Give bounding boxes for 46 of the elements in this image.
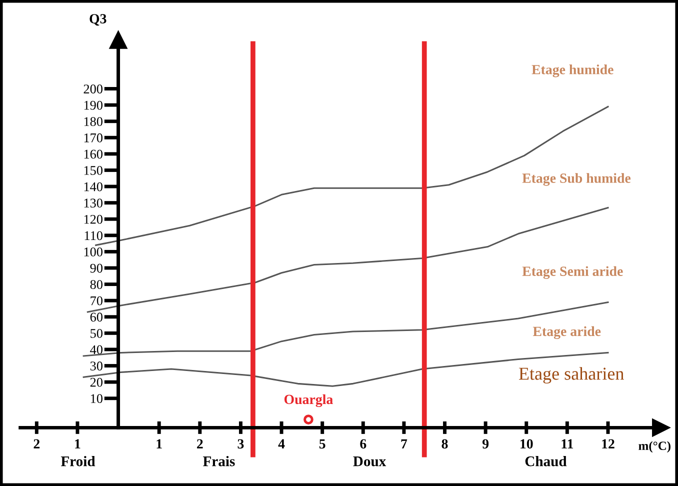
y-tick-label: 30: [90, 362, 102, 370]
y-tick-label: 150: [84, 166, 102, 175]
y-tick-label: 110: [84, 231, 102, 240]
y-tick-label: 160: [84, 150, 102, 159]
x-tick-label: 12: [602, 439, 614, 448]
x-tick-label: 3: [238, 439, 244, 449]
y-tick-label: 20: [90, 378, 102, 387]
text: Frais: [203, 456, 235, 466]
y-tick-label: 60: [90, 312, 102, 322]
y-tick-label: 180: [84, 117, 102, 126]
text: Doux: [353, 456, 386, 466]
annotation: Etage aride: [532, 326, 601, 340]
y-tick-label: 80: [90, 280, 102, 289]
x-tick-label: 8: [442, 439, 448, 449]
y-tick-label: 70: [90, 296, 102, 306]
x-tick-label: 5: [319, 439, 326, 449]
x-tick-label: 11: [562, 439, 574, 448]
x-tick-label: 9: [482, 439, 489, 449]
x-axis-title: m(°C): [638, 441, 670, 453]
y-tick-label: 190: [84, 100, 102, 110]
y-tick-label: 90: [90, 264, 102, 273]
x-tick-label: 1: [156, 439, 162, 448]
series-label: Ouargla: [284, 394, 333, 408]
x-tick-label: 2: [197, 439, 203, 448]
y-tick-label: 140: [84, 182, 102, 192]
text: Chaud: [525, 456, 567, 466]
x-tick-label: 1: [75, 439, 80, 448]
x-tick-label: 2: [34, 439, 40, 448]
y-tick-label: 130: [84, 198, 102, 208]
annotation: Etage humide: [532, 64, 614, 78]
y-tick-label: 200: [84, 84, 102, 94]
x-tick-label: 7: [401, 439, 408, 448]
x-tick-label: 10: [520, 439, 533, 449]
x-tick-label: 4: [278, 439, 285, 448]
y-tick-label: 10: [90, 394, 102, 404]
y-tick-label: 100: [84, 247, 102, 256]
text: Froid: [60, 456, 96, 466]
y-axis-title: Q3: [90, 14, 106, 26]
annotation: Etage Sub humide: [522, 173, 631, 186]
annotation: Etage Semi aride: [522, 266, 623, 279]
y-tick-label: 40: [90, 345, 102, 354]
y-tick-label: 170: [84, 133, 102, 142]
y-tick-label: 120: [84, 214, 102, 224]
y-tick-label: 50: [90, 328, 102, 338]
x-tick-label: 6: [360, 439, 366, 449]
annotation: Etage saharien: [518, 367, 624, 384]
